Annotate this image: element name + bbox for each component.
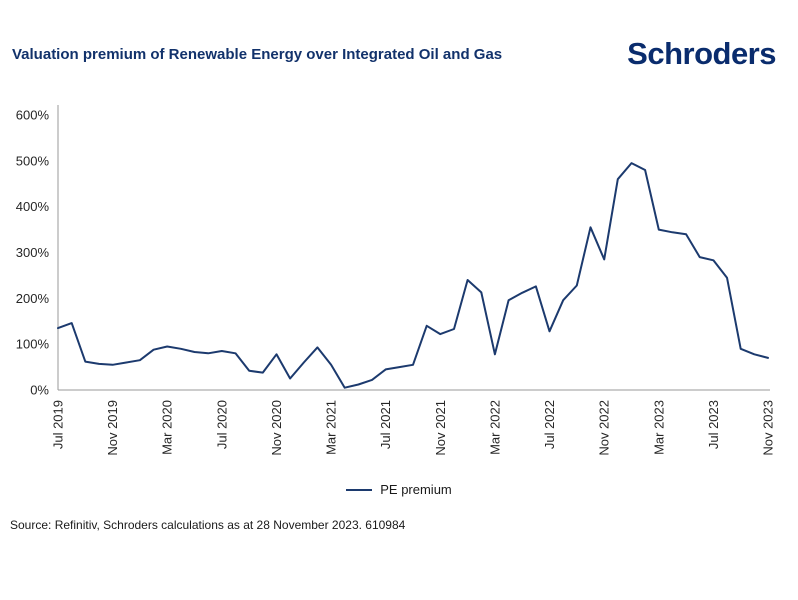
x-tick-label: Jul 2022 xyxy=(542,400,557,449)
x-tick-label: Mar 2021 xyxy=(324,400,339,455)
x-tick-label: Nov 2021 xyxy=(433,400,448,456)
x-tick-label: Jul 2023 xyxy=(706,400,721,449)
page-title: Valuation premium of Renewable Energy ov… xyxy=(12,46,503,63)
legend-line-swatch xyxy=(346,488,373,491)
y-tick-label: 500% xyxy=(16,153,50,168)
y-tick-label: 600% xyxy=(16,108,50,123)
x-tick-label: Jul 2020 xyxy=(214,400,229,449)
pe-premium-chart-svg: 0% 100% 200% 300% 400% 500% 600% Jul 2019 Nov 20… xyxy=(16,105,776,456)
chart-legend: PE premium xyxy=(0,481,798,497)
x-tick-label: Jul 2021 xyxy=(378,400,393,449)
x-tick-label: Nov 2022 xyxy=(597,400,612,456)
y-tick-label: 0% xyxy=(30,383,49,398)
x-tick-label: Nov 2023 xyxy=(761,400,776,456)
line-chart: 0% 100% 200% 300% 400% 500% 600% Jul 2019 Nov 20… xyxy=(0,95,798,475)
x-tick-label: Nov 2019 xyxy=(105,400,120,456)
x-tick-label: Mar 2023 xyxy=(651,400,666,455)
y-tick-label: 100% xyxy=(16,337,50,352)
x-tick-label: Jul 2019 xyxy=(51,400,66,449)
x-tick-label: Nov 2020 xyxy=(269,400,284,456)
schroders-logo: Schroders xyxy=(627,36,776,71)
y-tick-label: 300% xyxy=(16,245,50,260)
pe-premium-line xyxy=(57,162,769,389)
y-tick-label: 200% xyxy=(16,291,50,306)
x-tick-label: Mar 2022 xyxy=(487,400,502,455)
y-tick-label: 400% xyxy=(16,199,50,214)
x-tick-label: Mar 2020 xyxy=(160,400,175,455)
source-note: Source: Refinitiv, Schroders calculation… xyxy=(10,518,406,532)
legend-label: PE premium xyxy=(380,482,452,498)
